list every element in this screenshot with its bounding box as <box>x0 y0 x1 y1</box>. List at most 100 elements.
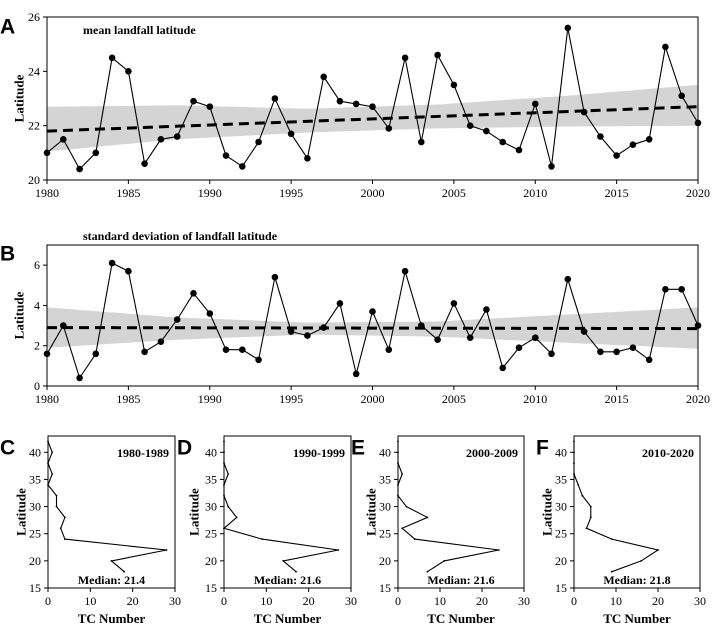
profile-line <box>397 441 499 573</box>
period-label: 1980-1989 <box>117 446 169 460</box>
x-tick-label: 1980 <box>35 186 59 200</box>
data-point <box>190 97 197 105</box>
profile-point <box>51 473 54 475</box>
data-point <box>239 346 246 354</box>
data-point <box>580 108 588 116</box>
x-tick-label: 1985 <box>116 186 140 200</box>
data-point <box>662 286 669 293</box>
data-point <box>141 348 148 356</box>
profile-point <box>640 560 643 562</box>
x-tick-label: 10 <box>84 594 96 608</box>
profile-point <box>401 527 404 530</box>
profile-point <box>337 549 340 551</box>
profile-point <box>577 484 580 486</box>
y-tick-label: 15 <box>29 581 41 595</box>
data-point <box>336 300 344 307</box>
panel-letter-b: B <box>0 242 15 265</box>
data-point <box>222 152 230 159</box>
data-point <box>418 138 425 146</box>
data-point <box>483 127 490 135</box>
data-point <box>532 100 539 108</box>
median-label: Median: 21.4 <box>78 573 145 587</box>
data-point <box>157 136 165 143</box>
x-tick-label: 0 <box>45 594 51 608</box>
data-point <box>597 133 604 140</box>
y-tick-label: 35 <box>205 472 217 486</box>
median-label: Median: 21.6 <box>427 573 494 587</box>
data-point <box>434 336 441 344</box>
trend-line <box>46 326 699 331</box>
x-tick-label: 2010 <box>523 392 547 406</box>
data-point <box>76 165 83 173</box>
data-point <box>125 68 132 75</box>
y-axis-label: Latitude <box>540 488 555 536</box>
x-axis-label: TC Number <box>254 611 322 626</box>
data-point <box>125 267 132 275</box>
x-tick-label: 1990 <box>198 392 222 406</box>
profile-line <box>222 441 339 573</box>
x-tick-label: 2015 <box>605 186 629 200</box>
y-tick-label: 25 <box>29 527 41 541</box>
data-point <box>352 100 360 108</box>
profile-line <box>573 441 660 573</box>
axis-frame <box>573 435 701 589</box>
panel-annotation: standard deviation of landfall latitude <box>83 229 278 243</box>
data-point <box>304 155 311 162</box>
y-axis-label: Latitude <box>12 74 27 122</box>
profile-point <box>261 538 263 540</box>
x-tick-label: 30 <box>345 594 357 608</box>
axis-frame <box>397 435 525 589</box>
panel-letter-d: D <box>177 436 192 459</box>
profile-point <box>227 505 230 508</box>
profile-point <box>401 473 404 475</box>
profile-point <box>585 527 588 530</box>
y-tick-label: 35 <box>555 472 567 486</box>
data-point <box>304 332 311 339</box>
profile-point <box>295 570 297 573</box>
y-tick-label: 15 <box>205 581 217 595</box>
x-tick-label: 10 <box>434 594 446 608</box>
x-tick-label: 10 <box>610 594 622 608</box>
panel-c: C 1980-1989 Median: 21.4 TC Number 0 10 20 30 15… <box>0 435 181 626</box>
x-tick-label: 2005 <box>442 186 466 200</box>
y-tick-label: 15 <box>379 581 391 595</box>
x-tick-label: 2005 <box>442 392 466 406</box>
y-tick-label: 20 <box>29 554 41 568</box>
data-point <box>173 133 181 140</box>
data-point <box>434 51 441 59</box>
data-point <box>157 338 165 346</box>
data-point <box>287 328 295 335</box>
y-tick-label: 15 <box>555 581 567 595</box>
y-tick-label: 4 <box>34 298 40 312</box>
profile-point <box>123 570 126 573</box>
x-tick-label: 2000 <box>361 186 385 200</box>
profile-point <box>443 560 446 562</box>
data-point <box>287 130 295 138</box>
profile-point <box>497 549 500 551</box>
panel-annotation: mean landfall latitude <box>83 23 196 37</box>
x-tick-label: 10 <box>260 594 272 608</box>
profile-point <box>426 570 429 573</box>
data-point <box>645 136 653 143</box>
data-point <box>548 350 555 358</box>
y-tick-label: 20 <box>555 554 567 568</box>
period-label: 1990-1999 <box>293 446 345 460</box>
data-point <box>450 300 458 307</box>
y-axis-label: Latitude <box>187 488 202 536</box>
x-tick-label: 2000 <box>361 392 385 406</box>
profile-point <box>426 516 429 519</box>
y-tick-label: 26 <box>28 10 40 24</box>
data-point <box>532 334 539 342</box>
median-label: Median: 21.6 <box>254 573 321 587</box>
trend-line <box>46 105 699 133</box>
panel-letter-e: E <box>351 436 365 459</box>
y-tick-label: 40 <box>29 445 41 459</box>
data-point <box>320 324 328 331</box>
data-point <box>418 322 425 329</box>
y-axis-label: Latitude <box>364 488 379 536</box>
data-point <box>597 348 604 356</box>
x-axis-label: TC Number <box>78 611 146 626</box>
data-point <box>499 138 507 146</box>
profile-point <box>55 494 58 497</box>
